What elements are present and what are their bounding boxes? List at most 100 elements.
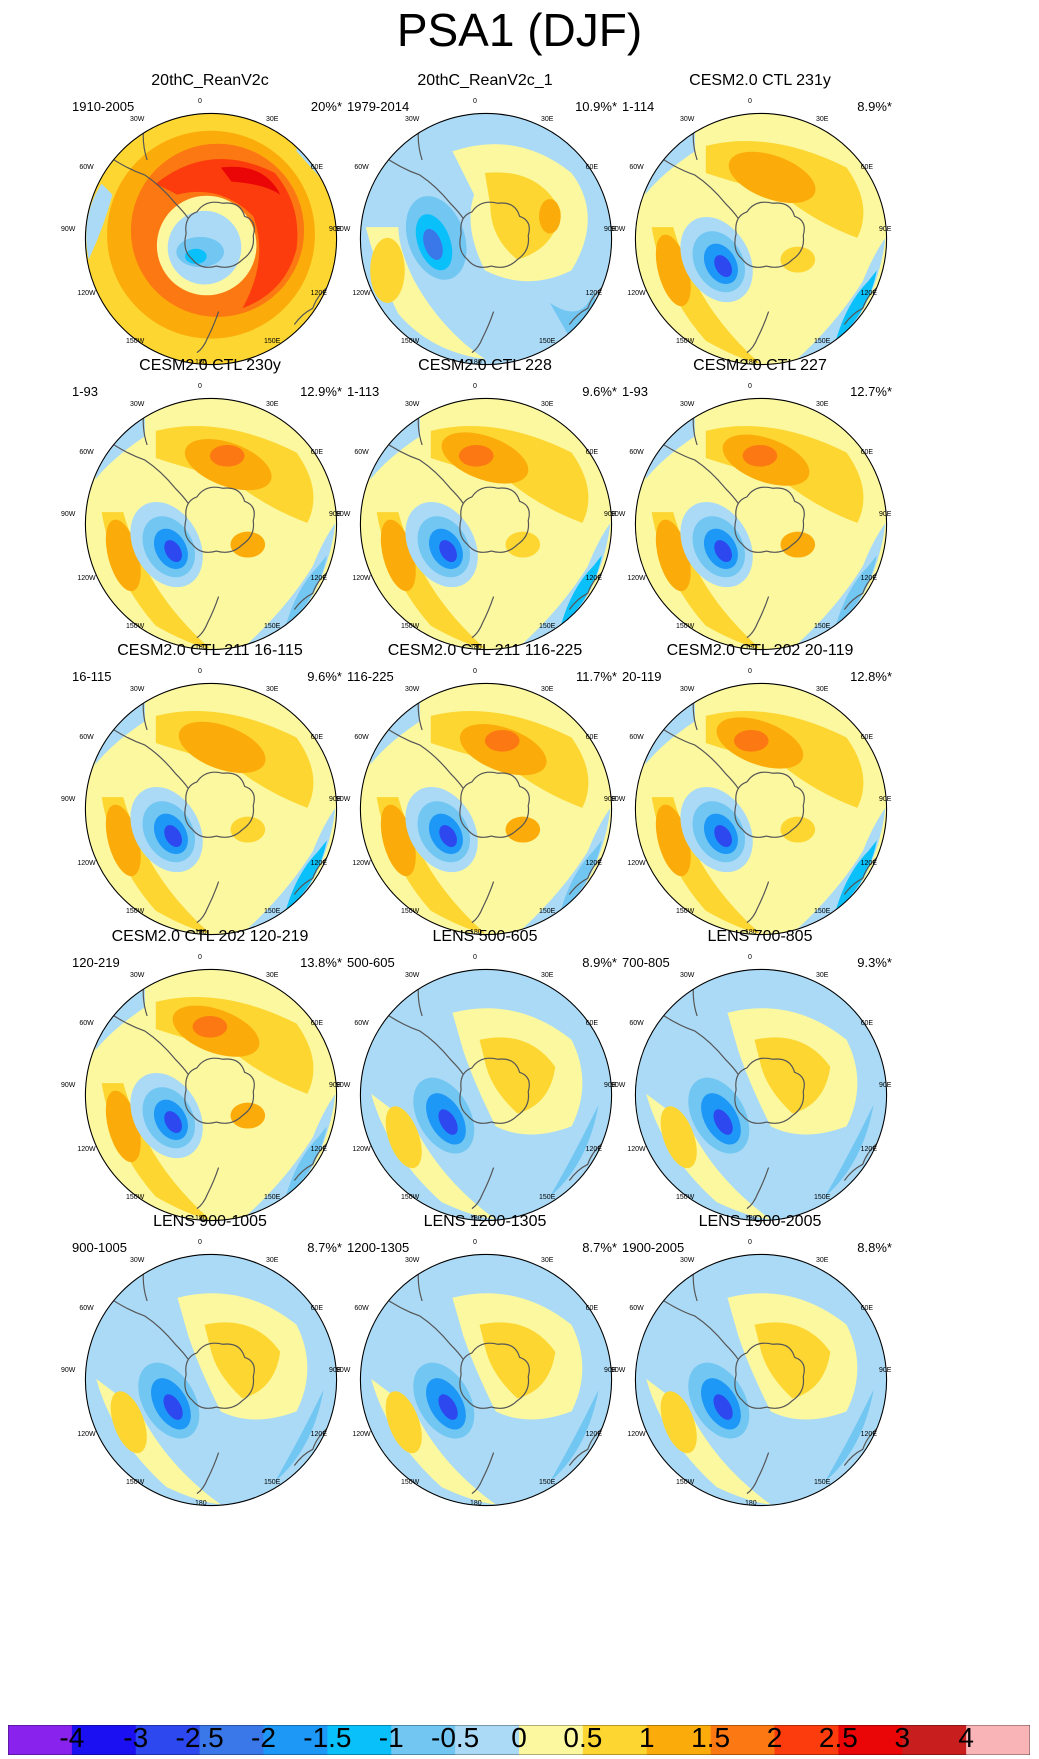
longitude-label: 30W — [130, 972, 145, 980]
polar-stereographic-map — [84, 397, 338, 651]
longitude-label: 120E — [860, 1431, 877, 1438]
map-panel: LENS 900-1005 900-1005 8.7%* 0 30E 60E 90E 120E… — [61, 1213, 390, 1543]
negative-min-contour — [164, 1111, 182, 1134]
positive-contour — [505, 816, 541, 843]
colorbar-swatch — [519, 1725, 584, 1755]
longitude-label: 150E — [814, 1193, 831, 1201]
positive-max-contour — [155, 159, 298, 309]
map-boundary — [634, 682, 888, 936]
longitude-label: 0 — [748, 98, 752, 105]
colorbar-swatch — [646, 1725, 712, 1755]
longitude-label: 150E — [539, 907, 556, 915]
longitude-label: 60E — [310, 164, 324, 171]
panel-years: 1-93 — [622, 384, 649, 399]
colorbar-swatch — [263, 1725, 328, 1755]
longitude-label: 90E — [604, 1082, 617, 1089]
longitude-label: 150E — [539, 1478, 556, 1486]
colorbar-swatch — [135, 1725, 201, 1755]
africa-coastline — [566, 692, 582, 715]
longitude-label: 60E — [585, 449, 599, 456]
polar-stereographic-map — [84, 968, 338, 1222]
positive-contour — [385, 1391, 422, 1454]
africa-coastline — [291, 692, 307, 715]
polar-stereographic-map — [84, 682, 338, 936]
longitude-label: 30W — [130, 1257, 145, 1265]
longitude-label: 180 — [195, 644, 207, 651]
polar-stereographic-map — [359, 968, 613, 1222]
africa-coastline — [566, 122, 582, 145]
longitude-label: 120E — [310, 1146, 327, 1153]
map-boundary — [634, 1253, 888, 1507]
panel-variance-percent: 12.7%* — [850, 384, 892, 399]
longitude-label: 90E — [604, 796, 617, 803]
longitude-label: 30W — [680, 972, 695, 980]
negative-min-contour — [714, 825, 732, 848]
map-panel: LENS 500-605 500-605 8.9%* 0 30E 60E 90E 120E 15… — [336, 928, 665, 1258]
south-america-coastline — [376, 720, 464, 789]
south-america-coastline — [376, 150, 464, 219]
africa-coastline — [566, 407, 582, 430]
longitude-label: 180 — [195, 359, 207, 366]
map-boundary — [84, 397, 338, 651]
longitude-label: 60W — [629, 1020, 644, 1027]
map-boundary — [359, 397, 613, 651]
negative-contour — [645, 124, 695, 195]
longitude-label: 120E — [860, 860, 877, 867]
longitude-label: 120E — [860, 290, 877, 297]
longitude-label: 150E — [264, 907, 281, 915]
longitude-label: 90E — [879, 796, 892, 803]
colorbar-swatch — [710, 1725, 776, 1755]
longitude-label: 120W — [77, 575, 96, 582]
colorbar-tick-label: 0.5 — [563, 1722, 603, 1753]
longitude-label: 60E — [585, 1020, 599, 1027]
antarctica-coastline — [459, 1057, 530, 1124]
longitude-label: 150E — [264, 1478, 281, 1486]
new-zealand-coastline — [196, 1452, 220, 1495]
longitude-label: 150E — [264, 1193, 281, 1201]
longitude-label: 0 — [198, 954, 202, 961]
longitude-label: 180 — [195, 929, 207, 936]
colorbar-tick-label: -1 — [378, 1722, 404, 1753]
negative-contour — [95, 409, 145, 480]
positive-contour — [230, 531, 266, 558]
new-zealand-coastline — [196, 596, 220, 639]
new-zealand-coastline — [196, 1167, 220, 1210]
longitude-label: 120E — [310, 575, 327, 582]
colorbar-tick-label: 2 — [766, 1722, 783, 1753]
map-panel: LENS 1900-2005 1900-2005 8.8%* 0 30E 60E 90E 12… — [611, 1213, 940, 1543]
panel-title: LENS 1900-2005 — [698, 1213, 822, 1230]
map-panel: CESM2.0 CTL 202 120-219 120-219 13.8%* 0 30E… — [61, 928, 390, 1258]
positive-contour — [230, 816, 266, 843]
panel-title: LENS 500-605 — [432, 928, 538, 945]
longitude-label: 0 — [473, 383, 477, 390]
longitude-label: 150E — [814, 337, 831, 345]
south-america-coastline — [101, 720, 189, 789]
map-boundary — [634, 397, 888, 651]
colorbar-tick-label: 1 — [638, 1722, 655, 1753]
longitude-label: 90W — [611, 1367, 626, 1374]
longitude-label: 0 — [748, 668, 752, 675]
longitude-label: 120W — [627, 860, 646, 867]
longitude-label: 120E — [310, 290, 327, 297]
longitude-label: 60E — [860, 449, 874, 456]
longitude-label: 60E — [310, 449, 324, 456]
africa-coastline — [291, 407, 307, 430]
map-panel: LENS 1200-1305 1200-1305 8.7%* 0 30E 60E 90E 12… — [336, 1213, 665, 1543]
negative-contour — [645, 694, 695, 765]
longitude-label: 30E — [816, 116, 829, 124]
negative-min-contour — [439, 825, 457, 848]
longitude-label: 0 — [473, 954, 477, 961]
longitude-label: 90W — [611, 1082, 626, 1089]
map-panel: CESM2.0 CTL 202 20-119 20-119 12.8%* 0 30E 60… — [611, 642, 940, 972]
longitude-label: 60W — [354, 164, 369, 171]
positive-contour — [110, 1391, 147, 1454]
positive-contour — [370, 237, 405, 303]
map-panel: CESM2.0 CTL 230y 1-93 12.9%* 0 30E 60E 90E 120E… — [61, 357, 390, 687]
panel-years: 1-93 — [72, 384, 99, 399]
negative-contour — [645, 409, 695, 480]
longitude-label: 60E — [585, 164, 599, 171]
longitude-label: 90E — [329, 511, 342, 518]
longitude-label: 30E — [541, 972, 554, 980]
longitude-label: 120W — [627, 1146, 646, 1153]
map-panel: CESM2.0 CTL 228 1-113 9.6%* 0 30E 60E 90E 120E 1… — [336, 357, 665, 687]
